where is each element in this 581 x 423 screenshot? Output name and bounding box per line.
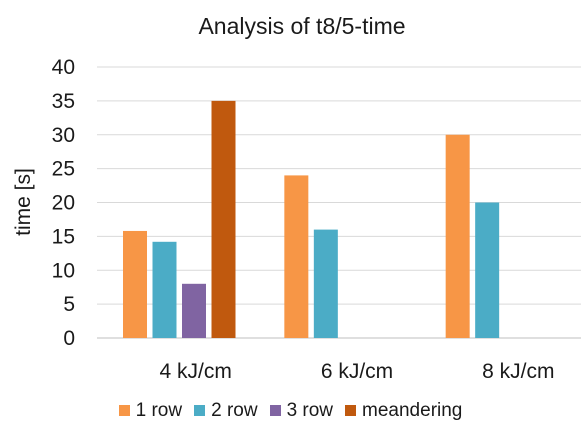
gridlines <box>97 66 581 339</box>
chart-title: Analysis of t8/5-time <box>198 13 405 39</box>
y-tick-labels: 0 5 10 15 20 25 30 35 40 <box>52 56 75 350</box>
y-tick-label: 35 <box>52 90 75 113</box>
bar-2-row-2 <box>475 202 500 338</box>
x-category-label: 8 kJ/cm <box>482 360 554 383</box>
bar-2-row-1 <box>313 229 338 338</box>
legend-label: 1 row <box>135 399 183 421</box>
y-tick-label: 30 <box>52 124 75 147</box>
x-category-labels: 4 kJ/cm 6 kJ/cm 8 kJ/cm <box>159 360 554 383</box>
y-tick-label: 10 <box>52 259 75 282</box>
bar-1-row-0 <box>123 230 147 338</box>
bar-chart: Analysis of t8/5-time time [s] 0 5 10 15 20 2… <box>12 13 581 383</box>
legend-swatch <box>345 405 357 416</box>
bar-3-row-0 <box>182 283 206 338</box>
y-tick-label: 25 <box>52 158 75 181</box>
legend-swatch <box>118 405 130 416</box>
legend-label: meandering <box>362 399 463 421</box>
bars <box>123 100 500 338</box>
bar-1-row-1 <box>284 175 309 338</box>
legend-swatch <box>269 405 281 416</box>
legend: 1 row 2 row 3 row meandering <box>0 398 581 423</box>
x-category-label: 4 kJ/cm <box>159 360 231 383</box>
legend-item: 3 row <box>269 399 334 422</box>
y-axis-label: time [s] <box>12 168 35 236</box>
bar-meandering-0 <box>211 100 236 338</box>
y-tick-label: 20 <box>52 192 75 215</box>
x-category-label: 6 kJ/cm <box>321 360 393 383</box>
y-tick-label: 40 <box>52 56 75 79</box>
y-tick-label: 15 <box>52 225 75 248</box>
legend-item: 2 row <box>194 399 258 422</box>
y-tick-label: 5 <box>63 293 75 316</box>
y-tick-label: 0 <box>63 327 75 350</box>
legend-item: meandering <box>345 400 462 422</box>
legend-label: 2 row <box>211 399 258 421</box>
bar-2-row-0 <box>152 241 177 338</box>
legend-item: 1 row <box>118 399 183 422</box>
legend-label: 3 row <box>286 399 334 421</box>
legend-swatch <box>194 405 206 416</box>
bar-1-row-2 <box>445 134 470 338</box>
